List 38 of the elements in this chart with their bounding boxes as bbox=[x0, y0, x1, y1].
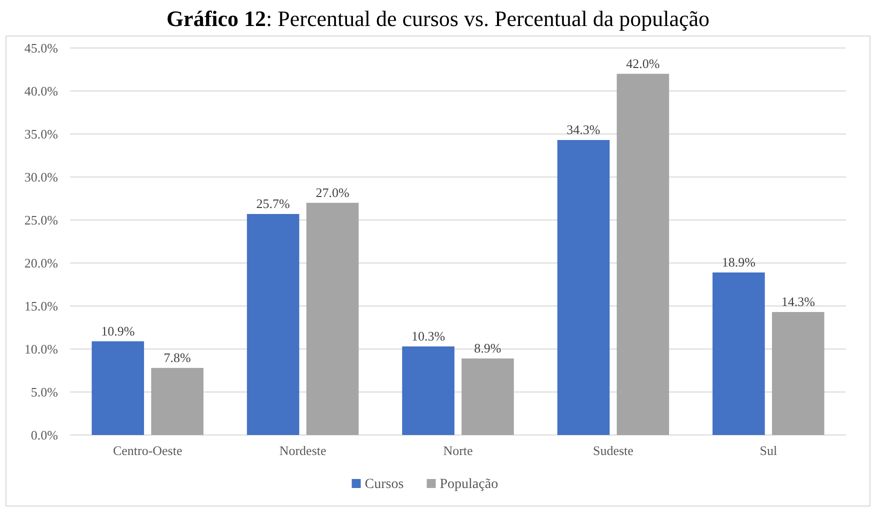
legend-label: Cursos bbox=[364, 477, 404, 492]
bar bbox=[306, 202, 359, 435]
bar bbox=[402, 346, 454, 435]
x-tick-label: Norte bbox=[443, 443, 474, 458]
y-tick-label: 35.0% bbox=[24, 126, 58, 142]
y-tick-label: 15.0% bbox=[24, 298, 58, 314]
y-tick-label: 25.0% bbox=[24, 212, 58, 228]
bar bbox=[712, 272, 765, 435]
bar bbox=[92, 341, 144, 435]
bar bbox=[557, 140, 610, 435]
bar bbox=[772, 312, 824, 435]
chart-title: Gráfico 12: Percentual de cursos vs. Percentual da população bbox=[166, 6, 710, 31]
y-tick-label: 5.0% bbox=[30, 384, 58, 400]
data-label: 10.3% bbox=[411, 328, 446, 344]
y-tick-label: 30.0% bbox=[24, 170, 58, 185]
y-tick-label: 0.0% bbox=[30, 428, 58, 443]
data-label: 14.3% bbox=[781, 294, 816, 310]
bar bbox=[151, 368, 204, 435]
y-tick-label: 40.0% bbox=[24, 84, 58, 99]
data-label: 10.9% bbox=[101, 323, 135, 338]
data-label: 42.0% bbox=[626, 56, 660, 71]
x-tick-label: Centro-Oeste bbox=[112, 443, 182, 458]
data-label: 25.7% bbox=[256, 196, 290, 211]
x-tick-label: Sul bbox=[760, 443, 778, 458]
bar bbox=[616, 74, 670, 435]
bar bbox=[462, 358, 514, 435]
y-tick-label: 10.0% bbox=[24, 342, 58, 357]
data-label: 18.9% bbox=[722, 254, 756, 270]
data-label: 8.9% bbox=[474, 340, 502, 356]
data-label: 7.8% bbox=[164, 350, 192, 365]
data-label: 34.3% bbox=[566, 122, 600, 138]
bar bbox=[246, 214, 300, 435]
x-tick-label: Sudeste bbox=[592, 443, 634, 458]
data-label: 27.0% bbox=[316, 184, 350, 200]
legend-label: População bbox=[440, 477, 498, 492]
x-tick-label: Nordeste bbox=[279, 443, 326, 458]
y-tick-label: 45.0% bbox=[24, 40, 58, 56]
y-tick-label: 20.0% bbox=[24, 256, 58, 271]
